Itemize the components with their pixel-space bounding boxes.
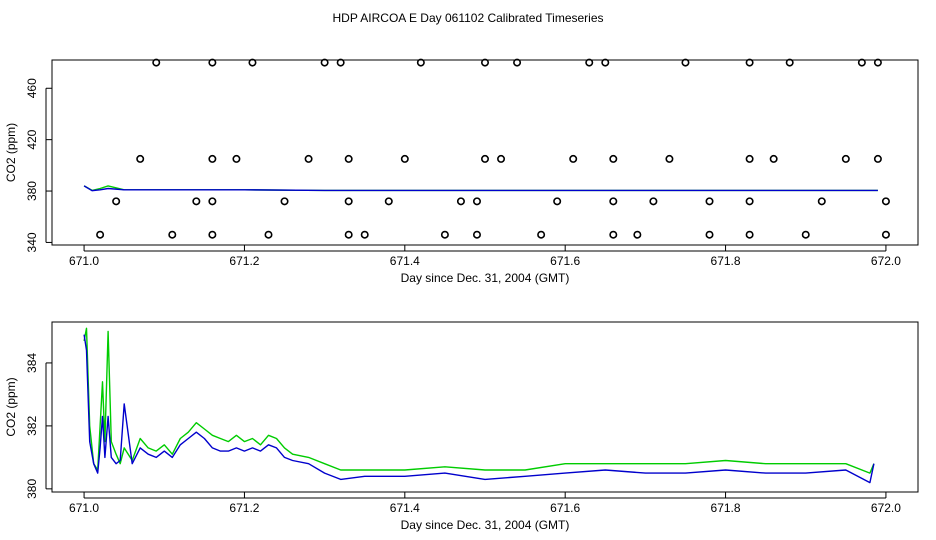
- y-axis-label: CO2 (ppm): [4, 377, 18, 436]
- data-point: [769, 154, 778, 163]
- data-point: [480, 154, 489, 163]
- x-tick-label: 672.0: [871, 501, 901, 515]
- x-tick-label: 671.4: [390, 501, 420, 515]
- data-point: [609, 154, 618, 163]
- x-tick-label: 671.0: [69, 254, 99, 268]
- data-point: [857, 58, 866, 67]
- data-point: [280, 197, 289, 206]
- x-tick-label: 671.4: [390, 254, 420, 268]
- data-point: [456, 197, 465, 206]
- y-tick-label: 340: [25, 232, 39, 252]
- data-point: [873, 58, 882, 67]
- data-point: [208, 154, 217, 163]
- data-point: [585, 58, 594, 67]
- bottom-panel: 671.0 671.2 671.4 671.6 671.8 672.0 380 382 384 D…: [4, 321, 919, 532]
- data-point: [136, 154, 145, 163]
- data-point: [537, 230, 546, 239]
- data-point: [745, 58, 754, 67]
- data-point: [320, 58, 329, 67]
- data-point: [785, 58, 794, 67]
- top-panel: 671.0 671.2 671.4 671.6 671.8 672.0 340 380 420 4…: [4, 58, 919, 285]
- x-axis-label: Day since Dec. 31, 2004 (GMT): [401, 518, 570, 532]
- data-point: [400, 154, 409, 163]
- x-tick-label: 671.0: [69, 501, 99, 515]
- y-tick-label: 420: [25, 129, 39, 149]
- data-point: [208, 58, 217, 67]
- data-point: [440, 230, 449, 239]
- series-line: [83, 327, 875, 474]
- data-point: [801, 230, 810, 239]
- x-tick-label: 671.2: [229, 254, 259, 268]
- data-point: [745, 197, 754, 206]
- x-tick-label: 671.6: [550, 254, 580, 268]
- y-tick-label: 460: [25, 78, 39, 98]
- y-axis-label: CO2 (ppm): [4, 123, 18, 182]
- x-axis-label: Day since Dec. 31, 2004 (GMT): [401, 271, 570, 285]
- data-point: [96, 230, 105, 239]
- series-line: [83, 185, 878, 192]
- data-point: [208, 197, 217, 206]
- x-tick-label: 672.0: [871, 254, 901, 268]
- data-point: [705, 230, 714, 239]
- y-tick-label: 380: [25, 181, 39, 201]
- data-point: [416, 58, 425, 67]
- data-point: [360, 230, 369, 239]
- data-point: [745, 154, 754, 163]
- data-point: [248, 58, 257, 67]
- data-point: [336, 58, 345, 67]
- data-point: [681, 58, 690, 67]
- data-point: [472, 230, 481, 239]
- data-point: [513, 58, 522, 67]
- data-point: [472, 197, 481, 206]
- y-tick-label: 384: [25, 353, 39, 373]
- y-tick-label: 382: [25, 416, 39, 436]
- data-point: [304, 154, 313, 163]
- data-point: [633, 230, 642, 239]
- x-tick-label: 671.8: [711, 254, 741, 268]
- series-line: [83, 334, 875, 484]
- data-point: [609, 230, 618, 239]
- data-point: [344, 230, 353, 239]
- data-point: [881, 197, 890, 206]
- y-tick-label: 380: [25, 479, 39, 499]
- data-point: [665, 154, 674, 163]
- data-point: [705, 197, 714, 206]
- data-point: [384, 197, 393, 206]
- data-point: [745, 230, 754, 239]
- figure-title: HDP AIRCOA E Day 061102 Calibrated Times…: [332, 11, 603, 25]
- data-point: [553, 197, 562, 206]
- data-point: [264, 230, 273, 239]
- x-tick-label: 671.8: [711, 501, 741, 515]
- x-tick-label: 671.6: [550, 501, 580, 515]
- data-point: [208, 230, 217, 239]
- data-point: [344, 154, 353, 163]
- data-point: [168, 230, 177, 239]
- data-point: [152, 58, 161, 67]
- data-point: [497, 154, 506, 163]
- data-point: [817, 197, 826, 206]
- data-point: [601, 58, 610, 67]
- data-point: [112, 197, 121, 206]
- data-point: [649, 197, 658, 206]
- data-point: [232, 154, 241, 163]
- data-point: [881, 230, 890, 239]
- plot-frame: [51, 59, 919, 246]
- data-point: [609, 197, 618, 206]
- data-point: [569, 154, 578, 163]
- data-point: [841, 154, 850, 163]
- data-point: [873, 154, 882, 163]
- data-point: [480, 58, 489, 67]
- x-tick-label: 671.2: [229, 501, 259, 515]
- plot-frame: [51, 321, 919, 493]
- data-point: [192, 197, 201, 206]
- data-point: [344, 197, 353, 206]
